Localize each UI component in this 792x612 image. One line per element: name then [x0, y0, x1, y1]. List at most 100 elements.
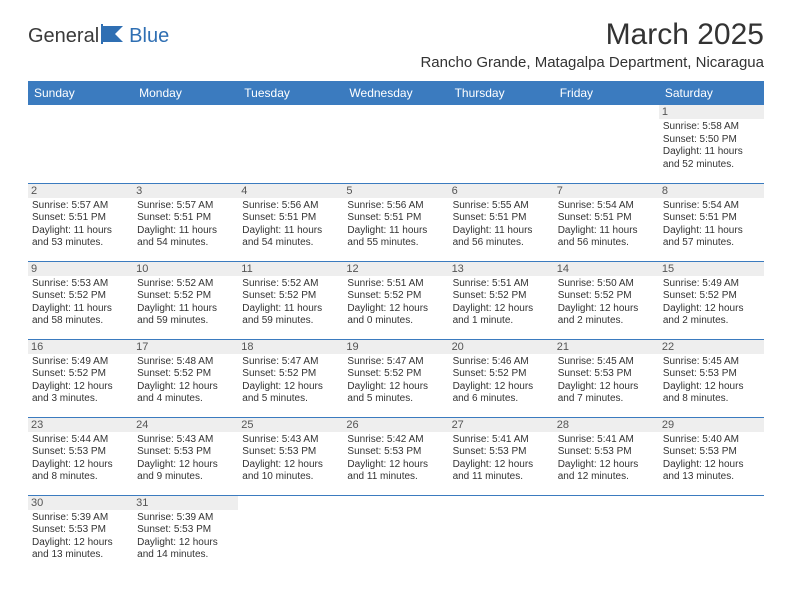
brand-text-1: General — [28, 25, 99, 48]
day-details: Sunrise: 5:52 AMSunset: 5:52 PMDaylight:… — [137, 278, 234, 328]
calendar-cell: 9 Sunrise: 5:53 AMSunset: 5:52 PMDaylight… — [28, 261, 133, 339]
day-number: 21 — [554, 340, 659, 354]
calendar-cell: 28 Sunrise: 5:41 AMSunset: 5:53 PMDayligh… — [554, 417, 659, 495]
day-number: 3 — [133, 184, 238, 198]
day-details: Sunrise: 5:50 AMSunset: 5:52 PMDaylight:… — [558, 278, 655, 328]
calendar-row: 30 Sunrise: 5:39 AMSunset: 5:53 PMDayligh… — [28, 495, 764, 573]
calendar-cell: 15Sunrise: 5:49 AMSunset: 5:52 PMDayligh… — [659, 261, 764, 339]
calendar-row: 2Sunrise: 5:57 AMSunset: 5:51 PMDaylight… — [28, 183, 764, 261]
day-details: Sunrise: 5:55 AMSunset: 5:51 PMDaylight:… — [453, 200, 550, 250]
day-number: 18 — [238, 340, 343, 354]
calendar-row: ......1Sunrise: 5:58 AMSunset: 5:50 PMDa… — [28, 105, 764, 183]
day-number: 14 — [554, 262, 659, 276]
calendar-cell: 20 Sunrise: 5:46 AMSunset: 5:52 PMDayligh… — [449, 339, 554, 417]
day-number: 22 — [659, 340, 764, 354]
day-details: Sunrise: 5:47 AMSunset: 5:52 PMDaylight:… — [347, 356, 444, 406]
day-number: 29 — [659, 418, 764, 432]
day-number: 24 — [133, 418, 238, 432]
calendar-cell: 8 Sunrise: 5:54 AMSunset: 5:51 PMDaylight… — [659, 183, 764, 261]
day-number: 20 — [449, 340, 554, 354]
day-details: Sunrise: 5:53 AMSunset: 5:52 PMDaylight:… — [32, 278, 129, 328]
day-number: 6 — [449, 184, 554, 198]
day-details: Sunrise: 5:48 AMSunset: 5:52 PMDaylight:… — [137, 356, 234, 406]
day-number: 23 — [28, 418, 133, 432]
day-details: Sunrise: 5:52 AMSunset: 5:52 PMDaylight:… — [242, 278, 339, 328]
calendar-cell: 17Sunrise: 5:48 AMSunset: 5:52 PMDayligh… — [133, 339, 238, 417]
day-details: Sunrise: 5:45 AMSunset: 5:53 PMDaylight:… — [663, 356, 760, 406]
day-details: Sunrise: 5:41 AMSunset: 5:53 PMDaylight:… — [558, 434, 655, 484]
day-number: 9 — [28, 262, 133, 276]
day-details: Sunrise: 5:39 AMSunset: 5:53 PMDaylight:… — [32, 512, 129, 562]
day-number: 26 — [343, 418, 448, 432]
day-details: Sunrise: 5:54 AMSunset: 5:51 PMDaylight:… — [663, 200, 760, 250]
calendar-row: 23 Sunrise: 5:44 AMSunset: 5:53 PMDayligh… — [28, 417, 764, 495]
calendar-cell: 24 Sunrise: 5:43 AMSunset: 5:53 PMDayligh… — [133, 417, 238, 495]
col-wednesday: Wednesday — [343, 81, 448, 105]
day-number: 11 — [238, 262, 343, 276]
day-details: Sunrise: 5:51 AMSunset: 5:52 PMDaylight:… — [453, 278, 550, 328]
calendar-cell: 13Sunrise: 5:51 AMSunset: 5:52 PMDayligh… — [449, 261, 554, 339]
calendar-cell: . — [449, 495, 554, 573]
header: General Blue March 2025 Rancho Grande, M… — [28, 18, 764, 71]
calendar-cell: . — [28, 105, 133, 183]
brand-logo: General Blue — [28, 24, 169, 49]
day-details: Sunrise: 5:51 AMSunset: 5:52 PMDaylight:… — [347, 278, 444, 328]
col-thursday: Thursday — [449, 81, 554, 105]
calendar-cell: . — [659, 495, 764, 573]
flag-icon — [101, 24, 127, 49]
calendar-cell: 3Sunrise: 5:57 AMSunset: 5:51 PMDaylight… — [133, 183, 238, 261]
calendar-cell: 30 Sunrise: 5:39 AMSunset: 5:53 PMDayligh… — [28, 495, 133, 573]
day-details: Sunrise: 5:56 AMSunset: 5:51 PMDaylight:… — [347, 200, 444, 250]
calendar-cell: . — [343, 105, 448, 183]
calendar-cell: 5 Sunrise: 5:56 AMSunset: 5:51 PMDaylight… — [343, 183, 448, 261]
day-number: 30 — [28, 496, 133, 510]
month-title: March 2025 — [420, 18, 764, 52]
day-details: Sunrise: 5:49 AMSunset: 5:52 PMDaylight:… — [32, 356, 129, 406]
location: Rancho Grande, Matagalpa Department, Nic… — [420, 54, 764, 71]
calendar-row: 16 Sunrise: 5:49 AMSunset: 5:52 PMDayligh… — [28, 339, 764, 417]
day-number: 19 — [343, 340, 448, 354]
calendar-cell: 26Sunrise: 5:42 AMSunset: 5:53 PMDayligh… — [343, 417, 448, 495]
day-number: 27 — [449, 418, 554, 432]
day-number: 15 — [659, 262, 764, 276]
day-details: Sunrise: 5:56 AMSunset: 5:51 PMDaylight:… — [242, 200, 339, 250]
day-number: 7 — [554, 184, 659, 198]
day-details: Sunrise: 5:39 AMSunset: 5:53 PMDaylight:… — [137, 512, 234, 562]
col-sunday: Sunday — [28, 81, 133, 105]
col-saturday: Saturday — [659, 81, 764, 105]
calendar-row: 9 Sunrise: 5:53 AMSunset: 5:52 PMDaylight… — [28, 261, 764, 339]
day-details: Sunrise: 5:46 AMSunset: 5:52 PMDaylight:… — [453, 356, 550, 406]
col-friday: Friday — [554, 81, 659, 105]
day-number: 10 — [133, 262, 238, 276]
calendar-cell: 25Sunrise: 5:43 AMSunset: 5:53 PMDayligh… — [238, 417, 343, 495]
calendar-cell: 21 Sunrise: 5:45 AMSunset: 5:53 PMDayligh… — [554, 339, 659, 417]
day-details: Sunrise: 5:45 AMSunset: 5:53 PMDaylight:… — [558, 356, 655, 406]
day-number: 8 — [659, 184, 764, 198]
calendar-cell: 18 Sunrise: 5:47 AMSunset: 5:52 PMDayligh… — [238, 339, 343, 417]
calendar-cell: 1 Sunrise: 5:58 AMSunset: 5:50 PMDaylight… — [659, 105, 764, 183]
day-details: Sunrise: 5:41 AMSunset: 5:53 PMDaylight:… — [453, 434, 550, 484]
calendar-cell: 2Sunrise: 5:57 AMSunset: 5:51 PMDaylight… — [28, 183, 133, 261]
day-details: Sunrise: 5:47 AMSunset: 5:52 PMDaylight:… — [242, 356, 339, 406]
day-number: 1 — [659, 105, 764, 119]
day-details: Sunrise: 5:43 AMSunset: 5:53 PMDaylight:… — [137, 434, 234, 484]
calendar-cell: . — [238, 495, 343, 573]
calendar-cell: . — [238, 105, 343, 183]
day-number: 4 — [238, 184, 343, 198]
day-details: Sunrise: 5:40 AMSunset: 5:53 PMDaylight:… — [663, 434, 760, 484]
day-details: Sunrise: 5:44 AMSunset: 5:53 PMDaylight:… — [32, 434, 129, 484]
calendar-cell: 19 Sunrise: 5:47 AMSunset: 5:52 PMDayligh… — [343, 339, 448, 417]
calendar-cell: 31 Sunrise: 5:39 AMSunset: 5:53 PMDayligh… — [133, 495, 238, 573]
calendar-cell: 11 Sunrise: 5:52 AMSunset: 5:52 PMDayligh… — [238, 261, 343, 339]
calendar-cell: 29 Sunrise: 5:40 AMSunset: 5:53 PMDayligh… — [659, 417, 764, 495]
calendar-cell: 23 Sunrise: 5:44 AMSunset: 5:53 PMDayligh… — [28, 417, 133, 495]
calendar-body: ...... 1 Sunrise: 5:58 AMSunset: 5:50 PMDa… — [28, 105, 764, 573]
col-tuesday: Tuesday — [238, 81, 343, 105]
calendar-cell: 22 Sunrise: 5:45 AMSunset: 5:53 PMDayligh… — [659, 339, 764, 417]
day-details: Sunrise: 5:58 AMSunset: 5:50 PMDaylight:… — [663, 121, 760, 171]
day-number: 5 — [343, 184, 448, 198]
day-details: Sunrise: 5:57 AMSunset: 5:51 PMDaylight:… — [32, 200, 129, 250]
day-number: 28 — [554, 418, 659, 432]
day-number: 16 — [28, 340, 133, 354]
day-number: 31 — [133, 496, 238, 510]
